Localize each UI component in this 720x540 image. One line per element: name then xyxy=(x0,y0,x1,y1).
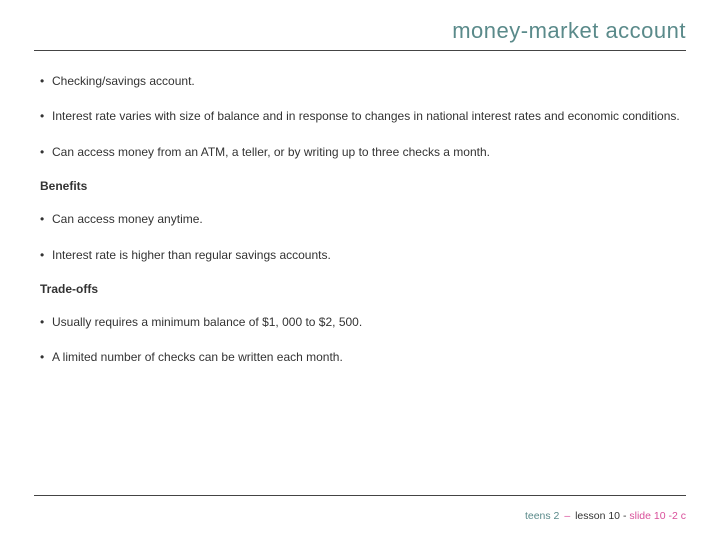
content-body: Checking/savings account. Interest rate … xyxy=(34,73,686,367)
footer-dash: – xyxy=(564,510,570,522)
bullet-item: Can access money from an ATM, a teller, … xyxy=(40,144,686,161)
page-title: money-market account xyxy=(34,18,686,51)
bullet-item: Can access money anytime. xyxy=(40,211,686,228)
footer: teens 2 – lesson 10 - slide 10 -2 c xyxy=(525,510,686,522)
footer-slide: slide 10 -2 c xyxy=(629,510,686,522)
benefits-heading: Benefits xyxy=(40,179,686,193)
bullet-item: Interest rate is higher than regular sav… xyxy=(40,247,686,264)
footer-rule xyxy=(34,495,686,496)
footer-lesson: lesson 10 - xyxy=(575,510,626,522)
bullet-item: Interest rate varies with size of balanc… xyxy=(40,108,686,125)
bullet-item: Usually requires a minimum balance of $1… xyxy=(40,314,686,331)
tradeoffs-heading: Trade-offs xyxy=(40,282,686,296)
bullet-item: A limited number of checks can be writte… xyxy=(40,349,686,366)
slide: money-market account Checking/savings ac… xyxy=(0,0,720,540)
bullet-item: Checking/savings account. xyxy=(40,73,686,90)
footer-label: teens 2 xyxy=(525,510,559,522)
